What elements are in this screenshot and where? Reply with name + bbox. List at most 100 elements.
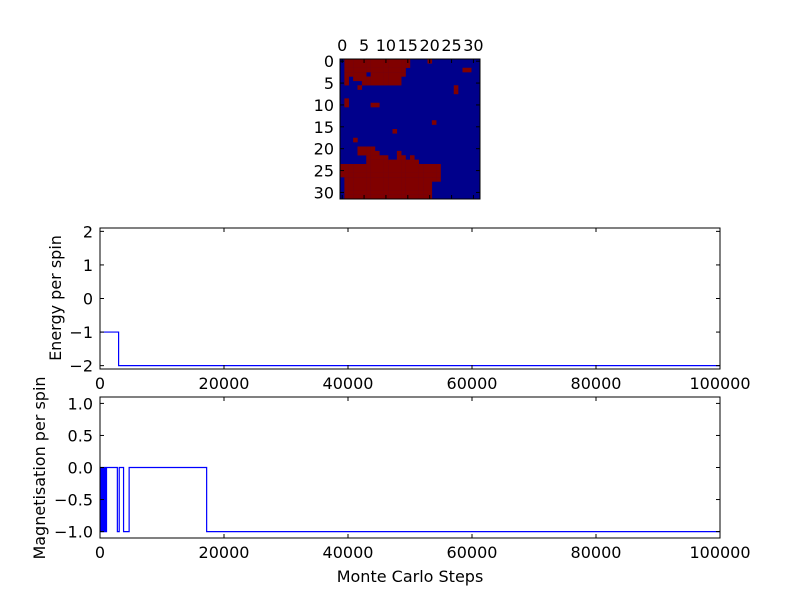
y-tick-label: 0.5	[68, 426, 93, 445]
x-tick-label: 20000	[199, 374, 250, 393]
spin-up-cell	[401, 67, 406, 73]
spin-up-cell	[375, 185, 380, 191]
spin-up-cell	[383, 181, 389, 187]
spin-up-cell	[370, 150, 376, 156]
y-tick-label: −1	[69, 323, 93, 342]
spin-up-cell	[340, 172, 345, 178]
spin-up-cell	[401, 72, 406, 77]
spin-up-cell	[379, 159, 384, 165]
x-tick-label: 100000	[689, 374, 750, 393]
spin-up-cell	[392, 59, 398, 64]
x-tick-label: 0	[95, 374, 105, 393]
spin-up-cell	[410, 194, 415, 200]
spin-up-cell	[392, 172, 398, 178]
spin-up-cell	[370, 72, 376, 77]
spin-up-cell	[396, 76, 402, 82]
spin-up-cell	[366, 155, 371, 160]
spin-up-cell	[344, 164, 349, 169]
spin-up-cell	[392, 185, 398, 191]
spin-up-cell	[348, 168, 354, 173]
spin-up-cell	[375, 181, 380, 187]
spin-up-cell	[366, 190, 371, 195]
spin-up-cell	[353, 63, 358, 68]
spin-up-cell	[392, 159, 398, 165]
heatmap-y-tick-label: 30	[314, 183, 334, 202]
spin-up-cell	[379, 59, 384, 64]
spin-up-cell	[405, 190, 411, 195]
spin-up-cell	[388, 80, 393, 86]
spin-up-cell	[396, 168, 402, 173]
spin-up-cell	[423, 164, 428, 169]
x-tick-label: 60000	[447, 543, 498, 562]
spin-up-cell	[357, 181, 363, 187]
spin-up-cell	[344, 190, 349, 195]
spin-up-cell	[401, 172, 406, 178]
spin-up-cell	[353, 59, 358, 64]
spin-up-cell	[396, 181, 402, 187]
spin-up-cell	[392, 194, 398, 200]
spin-up-cell	[370, 63, 376, 68]
spin-up-cell	[361, 63, 367, 68]
spin-up-cell	[344, 76, 349, 82]
spin-up-cell	[361, 181, 367, 187]
spin-up-cell	[353, 181, 358, 187]
x-tick-label: 40000	[323, 374, 374, 393]
spin-up-cell	[344, 185, 349, 191]
spin-up-cell	[375, 172, 380, 178]
spin-up-cell	[344, 194, 349, 200]
spin-up-cell	[392, 72, 398, 77]
spin-up-cell	[427, 164, 433, 169]
spin-up-cell	[396, 190, 402, 195]
spin-up-cell	[375, 63, 380, 68]
spin-up-cell	[370, 172, 376, 178]
spin-up-cell	[410, 181, 415, 187]
y-tick-label: −1.0	[54, 523, 93, 542]
spin-up-cell	[410, 177, 415, 182]
spin-up-cell	[379, 168, 384, 173]
spin-up-cell	[414, 159, 419, 165]
spin-up-cell	[383, 172, 389, 178]
spin-up-cell	[366, 59, 371, 64]
spin-up-cell	[348, 72, 354, 77]
spin-up-cell	[353, 67, 358, 73]
spin-up-cell	[392, 80, 398, 86]
spin-up-cell	[361, 168, 367, 173]
spin-up-cell	[431, 177, 437, 182]
spin-up-cell	[410, 155, 415, 160]
spin-up-cell	[431, 168, 437, 173]
spin-up-cell	[410, 172, 415, 178]
spin-up-cell	[361, 67, 367, 73]
spin-up-cell	[344, 172, 349, 178]
spin-up-cell	[348, 194, 354, 200]
spin-up-cell	[405, 185, 411, 191]
heatmap-x-tick-label: 20	[420, 36, 440, 55]
spin-up-cell	[423, 190, 428, 195]
spin-up-cell	[366, 185, 371, 191]
heatmap-x-tick-label: 10	[376, 36, 396, 55]
spin-up-cell	[379, 194, 384, 200]
spin-up-cell	[396, 185, 402, 191]
spin-up-cell	[392, 190, 398, 195]
y-axis-label-energy: Energy per spin	[46, 235, 65, 361]
spin-up-cell	[453, 85, 459, 90]
heatmap-y-tick-label: 5	[324, 74, 334, 93]
spin-up-cell	[375, 159, 380, 165]
spin-up-cell	[396, 150, 402, 156]
spin-up-cell	[436, 177, 441, 182]
spin-up-cell	[344, 177, 349, 182]
spin-up-cell	[366, 80, 371, 86]
spin-up-cell	[361, 80, 367, 86]
y-tick-label: 1	[83, 256, 93, 275]
heatmap-x-tick-label: 30	[463, 36, 483, 55]
spin-up-cell	[379, 185, 384, 191]
spin-up-cell	[357, 190, 363, 195]
spin-up-cell	[436, 168, 441, 173]
spin-up-cell	[401, 190, 406, 195]
spin-up-cell	[418, 194, 424, 200]
spin-up-cell	[388, 190, 393, 195]
spin-up-cell	[361, 76, 367, 82]
spin-up-cell	[436, 164, 441, 169]
spin-up-cell	[375, 164, 380, 169]
spin-up-cell	[418, 168, 424, 173]
